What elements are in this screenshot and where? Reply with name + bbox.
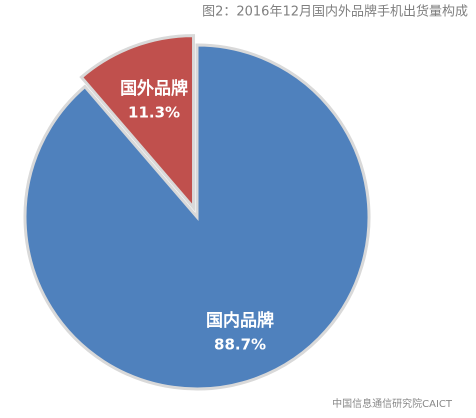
slice-value: 88.7% (214, 336, 266, 354)
pie-slice (79, 34, 196, 212)
slice-value: 11.3% (128, 104, 180, 122)
slice-label: 国外品牌 (120, 78, 188, 99)
pie-slice (23, 43, 371, 391)
chart-title: 图2：2016年12月国内外品牌手机出货量构成 (202, 4, 468, 20)
watermark: 中国信息通信研究院CAICT (332, 397, 453, 410)
slice-label: 国内品牌 (206, 310, 274, 331)
